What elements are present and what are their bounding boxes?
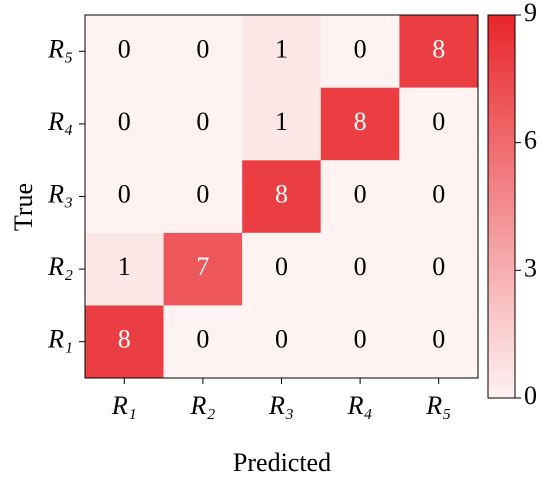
cell-label: 0 — [432, 325, 445, 354]
y-tick-label: R₄ — [47, 107, 73, 136]
y-tick-label: R₃ — [47, 179, 73, 208]
cell — [85, 305, 164, 378]
cell — [399, 305, 478, 378]
x-tick-label: R₂ — [189, 391, 215, 420]
colorbar-tick-label: 6 — [524, 126, 537, 155]
cell-label: 0 — [354, 325, 367, 354]
y-tick-label: R₅ — [47, 34, 73, 63]
x-tick-label: R₅ — [425, 391, 451, 420]
y-tick-label: R₁ — [47, 325, 73, 354]
cell-label: 1 — [118, 252, 131, 281]
cell — [242, 305, 321, 378]
cell-label: 1 — [275, 107, 288, 136]
cell — [399, 160, 478, 233]
cell-label: 0 — [354, 34, 367, 63]
cell-label: 0 — [275, 252, 288, 281]
cell — [85, 160, 164, 233]
cell — [242, 160, 321, 233]
x-tick-label: R₃ — [268, 391, 294, 420]
cell-label: 0 — [432, 107, 445, 136]
cell — [242, 87, 321, 161]
cell-label: 0 — [354, 179, 367, 208]
cell — [85, 232, 164, 306]
cell — [399, 232, 478, 306]
cell — [242, 15, 321, 88]
cell-label: 0 — [432, 179, 445, 208]
cell-label: 0 — [118, 107, 131, 136]
cell — [85, 87, 164, 161]
cell — [163, 305, 243, 378]
cell-label: 1 — [275, 34, 288, 63]
cell-label: 0 — [196, 34, 209, 63]
cell-label: 0 — [432, 252, 445, 281]
colorbar — [487, 14, 516, 399]
cell-label: 8 — [118, 325, 131, 354]
cell-label: 0 — [354, 252, 367, 281]
cell — [163, 232, 243, 306]
y-axis-label: True — [9, 183, 38, 231]
cell-label: 8 — [354, 107, 367, 136]
colorbar-tick-label: 0 — [524, 381, 537, 410]
cell — [320, 232, 400, 306]
cell-label: 0 — [196, 325, 209, 354]
cell — [320, 15, 400, 88]
cell-label: 8 — [432, 34, 445, 63]
cell-label: 0 — [118, 179, 131, 208]
cell — [399, 87, 478, 161]
cell-label: 0 — [196, 107, 209, 136]
cell — [399, 15, 478, 88]
cell-label: 8 — [275, 179, 288, 208]
x-tick-label: R₁ — [111, 391, 137, 420]
cell — [163, 160, 243, 233]
cell — [320, 305, 400, 378]
cell — [242, 232, 321, 306]
colorbar-tick-label: 9 — [524, 0, 537, 27]
colorbar-tick-label: 3 — [524, 253, 537, 282]
cell-label: 7 — [196, 252, 209, 281]
cell-label: 0 — [275, 325, 288, 354]
cell — [85, 15, 164, 88]
cell — [320, 160, 400, 233]
cell — [163, 87, 243, 161]
cell — [163, 15, 243, 88]
cell-label: 0 — [196, 179, 209, 208]
x-axis-label: Predicted — [233, 448, 331, 477]
y-tick-label: R₂ — [47, 252, 73, 281]
cell — [320, 87, 400, 161]
cell-label: 0 — [118, 34, 131, 63]
x-tick-label: R₄ — [347, 391, 373, 420]
